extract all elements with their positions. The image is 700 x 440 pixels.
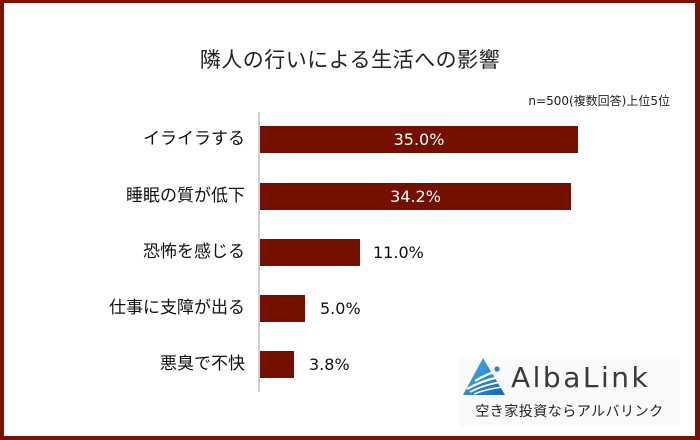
bar-row: 恐怖を感じる 11.0%	[0, 239, 700, 266]
value-label: 34.2%	[390, 187, 441, 206]
category-label: 睡眠の質が低下	[126, 186, 245, 206]
logo-tagline: 空き家投資ならアルバリンク	[475, 404, 664, 420]
bar	[260, 239, 360, 266]
category-label: イライラする	[143, 129, 245, 149]
logo-wordmark: AlbaLink	[511, 361, 651, 394]
bar	[260, 351, 294, 378]
bar-row: イライラする 35.0%	[0, 126, 700, 153]
value-label: 5.0%	[320, 299, 361, 318]
bar	[260, 183, 571, 210]
bar	[260, 295, 305, 322]
chart-title: 隣人の行いによる生活への影響	[199, 48, 501, 72]
bar-row: 仕事に支障が出る 5.0%	[0, 295, 700, 322]
category-label: 仕事に支障が出る	[109, 298, 245, 318]
y-axis-line	[258, 112, 260, 392]
triangle-logo-icon	[463, 358, 505, 395]
category-label: 悪臭で不快	[160, 354, 245, 374]
value-label: 35.0%	[393, 130, 445, 149]
category-label: 恐怖を感じる	[143, 242, 245, 262]
bar	[260, 126, 578, 153]
bar-row: 睡眠の質が低下 34.2%	[0, 183, 700, 210]
value-label: 3.8%	[309, 355, 350, 374]
bar-row: 悪臭で不快 3.8%	[0, 351, 700, 378]
value-label: 11.0%	[373, 243, 424, 262]
albalink-logo: AlbaLink 空き家投資ならアルバリンク	[459, 357, 680, 427]
sample-note: n=500(複数回答)上位5位	[528, 94, 670, 108]
